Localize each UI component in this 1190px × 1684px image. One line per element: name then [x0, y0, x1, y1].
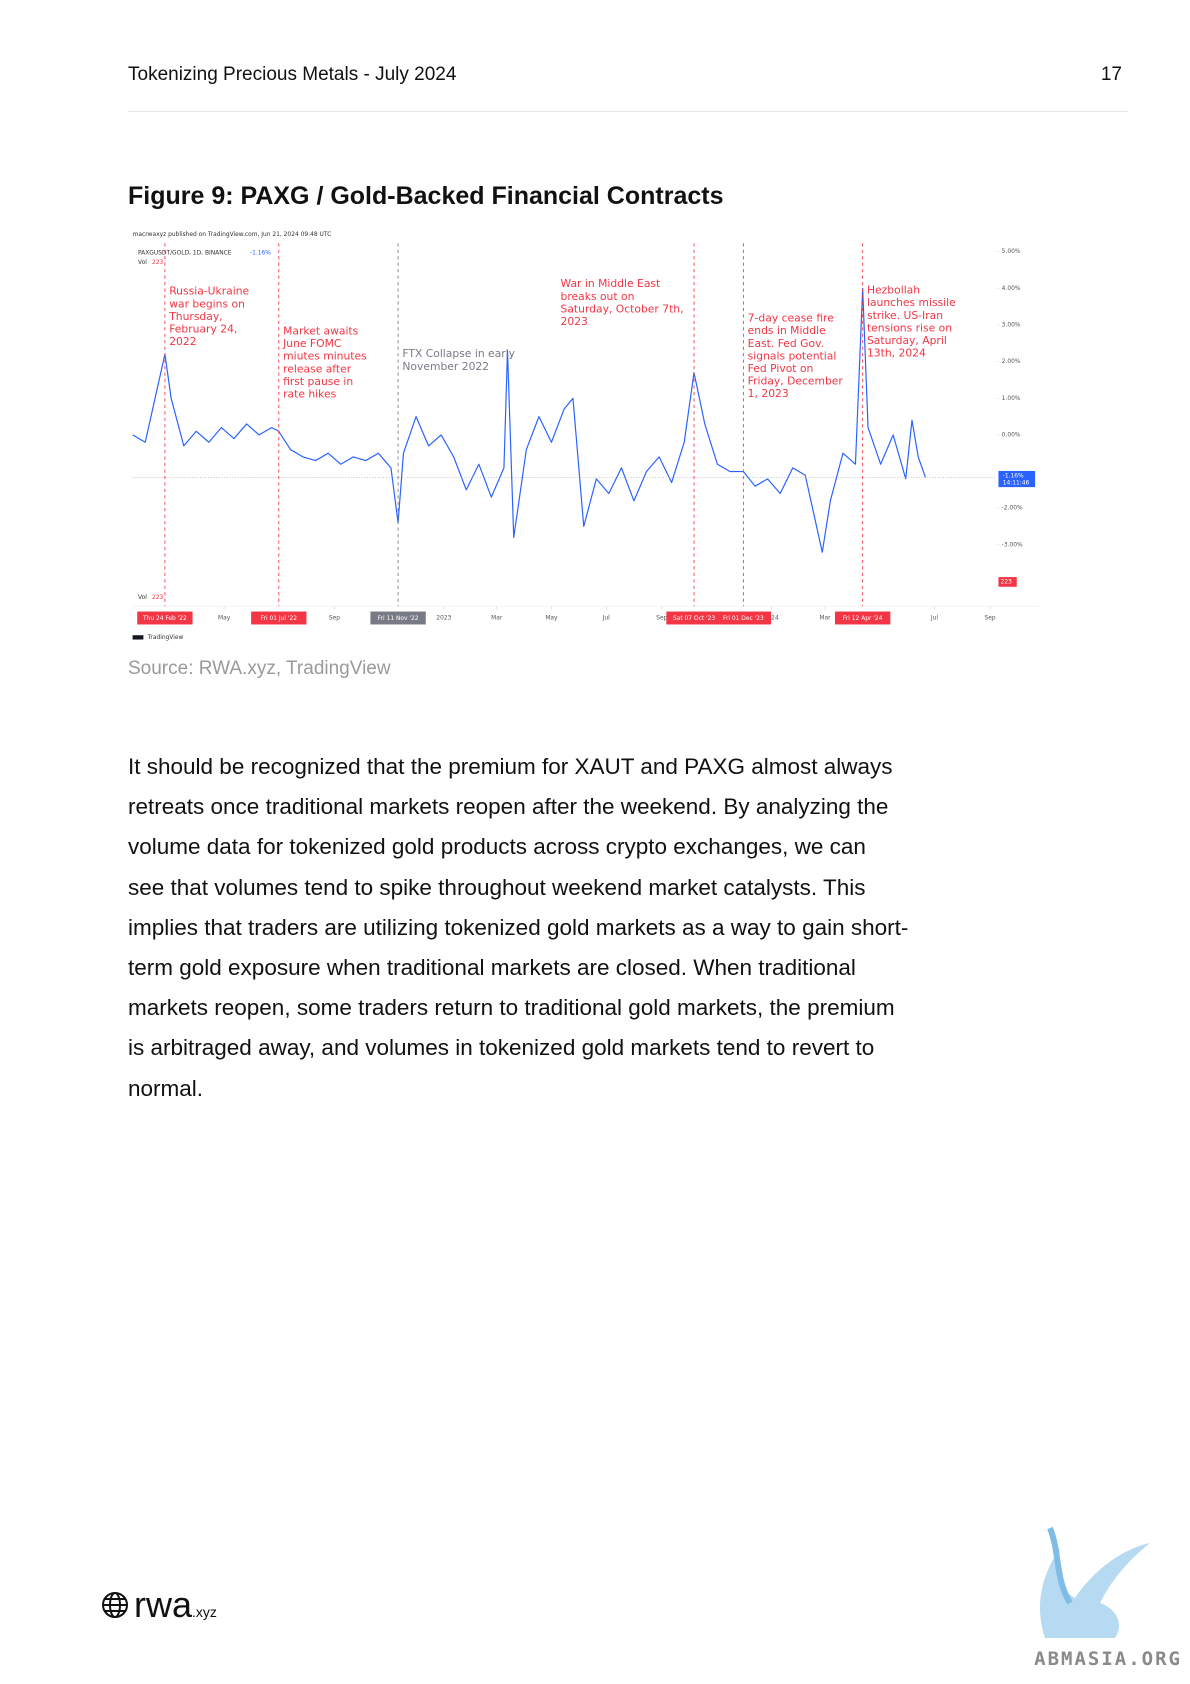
event-annotation: Thursday, — [168, 310, 222, 323]
x-tick-label: May — [218, 616, 231, 622]
body-line: markets reopen, some traders return to t… — [128, 995, 895, 1021]
event-date-label: Fri 12 Apr '24 — [843, 616, 883, 622]
x-tick-label: 2023 — [436, 616, 451, 622]
body-line: is arbitraged away, and volumes in token… — [128, 1035, 875, 1061]
body-line: retreats once traditional markets reopen… — [128, 794, 889, 820]
x-tick-label: 2024 — [764, 616, 779, 622]
brand-icon — [132, 635, 144, 640]
watermark-text: ABMASIA.ORG — [1034, 1648, 1182, 1670]
last-value-legend: -1.16% — [250, 250, 271, 256]
event-annotation: June FOMC — [282, 337, 341, 350]
volume-box — [998, 577, 1017, 587]
x-tick-label: Sep — [984, 616, 995, 622]
y-tick-label: 5.00% — [1002, 249, 1021, 255]
event-annotation: release after — [283, 362, 352, 375]
logo: rwa .xyz — [100, 1584, 217, 1626]
chart: macrwaxyz published on TradingView.com, … — [128, 226, 1044, 646]
brand: TradingView — [147, 635, 184, 641]
body-line: It should be recognized that the premium… — [128, 754, 893, 779]
event-annotation: miutes minutes — [283, 350, 367, 363]
volume-label: Vol — [138, 260, 147, 266]
y-tick-label: 2.00% — [1002, 359, 1021, 365]
event-annotation: breaks out on — [561, 290, 635, 303]
last-value-box — [998, 470, 1036, 488]
event-annotation: FTX Collapse in early — [402, 347, 515, 360]
countdown: 14:11:46 — [1003, 480, 1030, 486]
body-line: see that volumes tend to spike throughou… — [128, 874, 866, 900]
x-tick-label: Jul — [602, 616, 610, 622]
last-value-label: -1.16% — [1003, 473, 1024, 479]
logo-text: rwa — [134, 1584, 193, 1625]
event-date-box — [370, 611, 426, 625]
event-annotation: tensions rise on — [867, 321, 952, 334]
y-tick-label: 0.00% — [1002, 432, 1021, 438]
figure-source: Source: RWA.xyz, TradingView — [128, 658, 391, 679]
event-date-label: Fri 01 Jul '22 — [261, 616, 298, 622]
body-line: implies that traders are utilizing token… — [128, 914, 909, 940]
header-title: Tokenizing Precious Metals - July 2024 — [128, 64, 457, 85]
body-line: term gold exposure when traditional mark… — [128, 955, 856, 980]
event-annotation: 2022 — [169, 335, 196, 348]
y-tick-label: 1.00% — [1002, 396, 1021, 402]
symbol: PAXGUSDT/GOLD, 1D, BINANCE — [138, 250, 232, 256]
event-date-box — [251, 611, 307, 625]
event-date-label: Fri 01 Dec '23 — [723, 616, 764, 622]
event-date-box — [834, 611, 891, 625]
globe-icon — [102, 1592, 128, 1618]
x-tick-label: Jul — [930, 616, 938, 622]
event-annotation: Saturday, October 7th, — [561, 302, 684, 315]
x-tick-label: May — [545, 616, 558, 622]
logo-suffix: .xyz — [192, 1604, 217, 1620]
x-tick-label: Sep — [656, 616, 667, 622]
volume-value: 223 — [1001, 579, 1013, 585]
event-annotation: 7-day cease fire — [748, 312, 835, 325]
body-line: volume data for tokenized gold products … — [128, 834, 866, 860]
price-line — [132, 287, 927, 553]
event-annotation: Friday, December — [748, 375, 844, 388]
x-tick-label: Mar — [819, 616, 831, 622]
event-annotation: war begins on — [169, 297, 245, 310]
y-tick-label: -2.00% — [1002, 506, 1023, 512]
event-annotation: strike. US-Iran — [867, 309, 943, 322]
event-annotation: East. Fed Gov. — [748, 337, 824, 350]
event-annotation: Saturday, April — [867, 334, 947, 347]
event-annotation: February 24, — [169, 322, 237, 335]
event-annotation: Market awaits — [283, 325, 359, 338]
event-annotation: launches missile — [867, 296, 956, 309]
y-tick-label: 4.00% — [1002, 286, 1021, 292]
page-number: 17 — [1100, 64, 1122, 85]
event-date-box — [715, 611, 772, 625]
event-annotation: War in Middle East — [561, 277, 661, 290]
event-annotation: signals potential — [748, 349, 837, 362]
volume-value: 223 — [152, 595, 164, 601]
figure-title: Figure 9: PAXG / Gold-Backed Financial C… — [128, 182, 724, 210]
event-date-label: Sat 07 Oct '23 — [673, 616, 715, 622]
event-annotation: Fed Pivot on — [748, 362, 814, 375]
event-date-label: Fri 11 Nov '22 — [378, 616, 419, 622]
event-date-box — [666, 611, 722, 625]
body-line: normal. — [128, 1075, 204, 1101]
publisher: macrwaxyz published on TradingView.com, … — [133, 232, 332, 238]
event-annotation: rate hikes — [283, 388, 337, 401]
chart-background — [128, 226, 1044, 646]
event-annotation: November 2022 — [402, 360, 489, 373]
event-date-box — [137, 611, 193, 625]
y-tick-label: -3.00% — [1002, 542, 1023, 548]
event-annotation: 1, 2023 — [748, 387, 789, 400]
event-annotation: first pause in — [283, 375, 353, 388]
volume-value: 223 — [152, 260, 164, 266]
x-tick-label: Mar — [491, 616, 503, 622]
event-annotation: ends in Middle — [748, 324, 826, 337]
header-rule — [128, 111, 1128, 112]
x-tick-label: Sep — [329, 616, 340, 622]
watermark-bird — [1040, 1526, 1150, 1638]
event-annotation: 2023 — [561, 315, 588, 328]
event-annotation: 13th, 2024 — [867, 347, 926, 360]
event-date-label: Thu 24 Feb '22 — [142, 616, 187, 622]
y-tick-label: 3.00% — [1002, 322, 1021, 328]
volume-label: Vol — [138, 595, 147, 601]
event-annotation: Russia-Ukraine — [169, 285, 249, 298]
event-annotation: Hezbollah — [867, 284, 920, 297]
